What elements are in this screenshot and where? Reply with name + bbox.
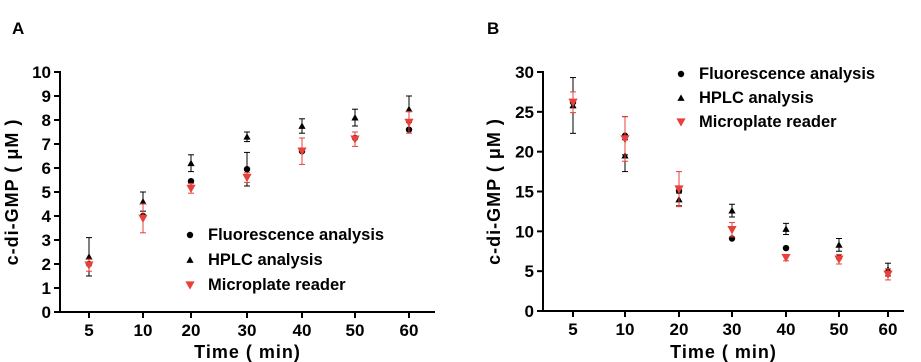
y-tick-label: 15 (515, 183, 534, 202)
data-point (883, 270, 893, 279)
y-tick-label: 7 (42, 135, 51, 154)
x-tick-label: 5 (84, 321, 93, 340)
y-tick-label: 10 (515, 222, 534, 241)
data-point (187, 159, 195, 167)
y-tick-label: 5 (525, 262, 534, 281)
y-tick-label: 8 (42, 111, 51, 130)
legend-marker (186, 231, 194, 239)
data-point (674, 185, 684, 194)
y-tick-label: 0 (525, 302, 534, 321)
data-point (350, 135, 360, 144)
series-fluorescence-analysis (85, 126, 413, 268)
legend-marker (186, 256, 194, 263)
x-tick-label: 10 (616, 320, 635, 339)
panel-letter: A (12, 19, 24, 38)
y-tick-label: 1 (42, 279, 51, 298)
data-point (297, 147, 307, 156)
y-tick-label: 3 (42, 231, 51, 250)
legend-marker (677, 94, 685, 101)
y-tick-label: 5 (42, 183, 51, 202)
data-point (405, 105, 413, 113)
data-point (781, 253, 791, 263)
legend-label: Fluorescence analysis (699, 65, 875, 83)
data-point (243, 166, 251, 173)
y-tick-label: 9 (42, 87, 51, 106)
y-axis-title: c-di-GMP ( μM ) (2, 119, 22, 266)
legend-label: HPLC analysis (699, 89, 814, 107)
data-point (351, 114, 359, 121)
data-point (620, 135, 630, 144)
data-point (834, 255, 844, 264)
x-axis-title: Time ( min) (670, 342, 777, 362)
legend-marker (676, 118, 686, 127)
x-tick-label: 30 (723, 320, 742, 339)
x-tick-label: 50 (830, 320, 849, 339)
series-microplate-reader (84, 111, 414, 272)
data-point (782, 244, 790, 252)
legend-label: HPLC analysis (208, 251, 323, 269)
data-point (298, 122, 306, 129)
panel-a: A 0 1 2 3 4 5 6 7 8 9 10 5 10 20 30 40 50 60 Time ( min) c-d… (2, 19, 435, 362)
y-tick-label: 2 (42, 255, 51, 274)
data-point (138, 214, 148, 223)
data-point (782, 225, 790, 232)
x-tick-label: 60 (879, 320, 898, 339)
data-point (242, 173, 252, 183)
x-tick-label: 30 (238, 321, 257, 340)
data-point (85, 253, 93, 260)
panel-letter: B (487, 19, 499, 38)
y-tick-label: 10 (32, 63, 51, 82)
legend-marker (185, 281, 195, 290)
data-point (404, 118, 414, 127)
data-point (728, 207, 736, 214)
x-tick-label: 20 (182, 321, 201, 340)
data-point (568, 98, 578, 107)
data-point (84, 261, 94, 270)
series-hplc-analysis (569, 77, 892, 277)
x-tick-label: 40 (777, 320, 796, 339)
legend-label: Microplate reader (208, 276, 346, 294)
y-tick-label: 6 (42, 159, 51, 178)
legend-label: Microplate reader (699, 113, 837, 131)
data-point (186, 184, 196, 193)
panel-b: B 0 5 10 15 20 25 30 5 10 20 30 40 50 60 Time ( min) c-d… (484, 19, 904, 362)
legend-label: Fluorescence analysis (208, 226, 384, 244)
x-tick-label: 40 (293, 321, 312, 340)
data-point (139, 198, 147, 205)
data-point (243, 133, 251, 140)
legend-marker (677, 70, 685, 78)
data-point (727, 226, 737, 235)
x-tick-label: 10 (134, 321, 153, 340)
x-tick-label: 5 (568, 320, 577, 339)
x-tick-label: 20 (670, 320, 689, 339)
y-tick-label: 30 (515, 63, 534, 82)
x-tick-label: 50 (346, 321, 365, 340)
x-tick-label: 60 (400, 321, 419, 340)
legend: Fluorescence analysis HPLC analysis Microp… (676, 65, 875, 131)
x-axis-title: Time ( min) (194, 342, 301, 362)
y-tick-label: 25 (515, 103, 534, 122)
legend: Fluorescence analysis HPLC analysis Microp… (185, 226, 384, 294)
y-tick-label: 0 (42, 303, 51, 322)
y-axis-title: c-di-GMP ( μM ) (484, 118, 504, 265)
data-point (187, 178, 195, 185)
y-tick-label: 4 (42, 207, 52, 226)
y-tick-label: 20 (515, 143, 534, 162)
series-microplate-reader (568, 91, 893, 281)
data-point (835, 241, 843, 248)
